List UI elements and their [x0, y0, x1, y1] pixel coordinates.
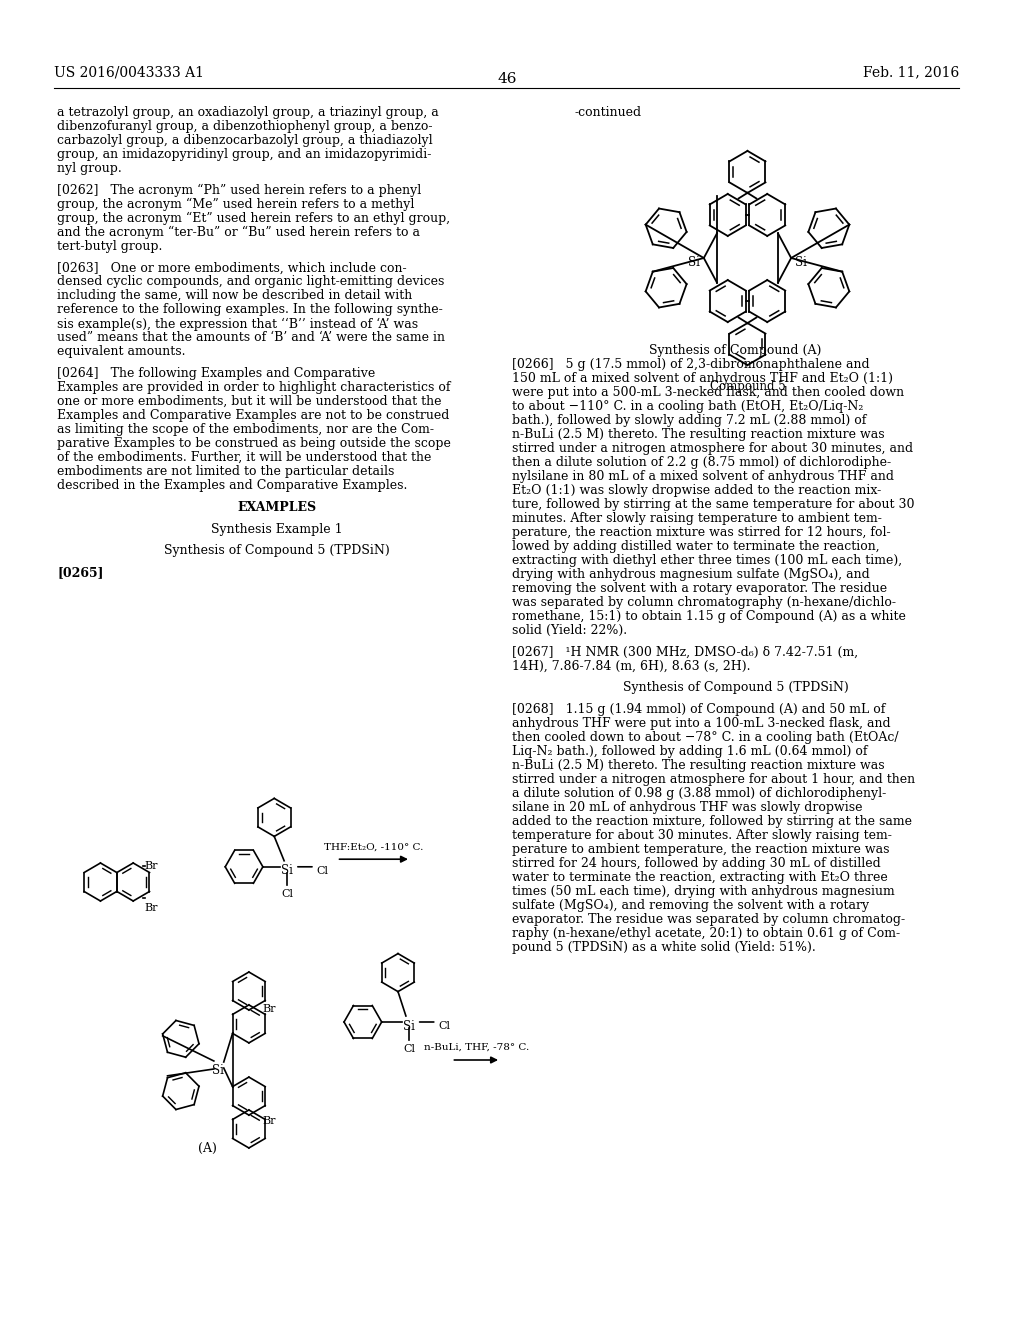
Text: solid (Yield: 22%).: solid (Yield: 22%).: [512, 624, 627, 638]
Text: n-BuLi, THF, -78° C.: n-BuLi, THF, -78° C.: [424, 1043, 528, 1052]
Text: [0266]   5 g (17.5 mmol) of 2,3-dibromonaphthalene and: [0266] 5 g (17.5 mmol) of 2,3-dibromonap…: [512, 358, 869, 371]
Text: Synthesis of Compound (A): Synthesis of Compound (A): [649, 345, 822, 356]
Text: were put into a 500-mL 3-necked flask, and then cooled down: were put into a 500-mL 3-necked flask, a…: [512, 385, 904, 399]
Text: then a dilute solution of 2.2 g (8.75 mmol) of dichlorodiphe-: then a dilute solution of 2.2 g (8.75 mm…: [512, 455, 891, 469]
Text: was separated by column chromatography (n-hexane/dichlo-: was separated by column chromatography (…: [512, 597, 896, 609]
Text: raphy (n-hexane/ethyl acetate, 20:1) to obtain 0.61 g of Com-: raphy (n-hexane/ethyl acetate, 20:1) to …: [512, 927, 900, 940]
Text: group, the acronym “Et” used herein refers to an ethyl group,: group, the acronym “Et” used herein refe…: [57, 211, 451, 224]
Text: n-BuLi (2.5 M) thereto. The resulting reaction mixture was: n-BuLi (2.5 M) thereto. The resulting re…: [512, 759, 885, 772]
Text: densed cyclic compounds, and organic light-emitting devices: densed cyclic compounds, and organic lig…: [57, 276, 444, 288]
Text: Et₂O (1:1) was slowly dropwise added to the reaction mix-: Et₂O (1:1) was slowly dropwise added to …: [512, 484, 881, 498]
Text: tert-butyl group.: tert-butyl group.: [57, 240, 163, 252]
Text: 46: 46: [497, 73, 517, 86]
Text: THF:Et₂O, -110° C.: THF:Et₂O, -110° C.: [324, 842, 424, 851]
Text: Examples are provided in order to highlight characteristics of: Examples are provided in order to highli…: [57, 381, 451, 395]
Text: drying with anhydrous magnesium sulfate (MgSO₄), and: drying with anhydrous magnesium sulfate …: [512, 568, 869, 581]
Text: (A): (A): [199, 1142, 217, 1155]
Text: 150 mL of a mixed solvent of anhydrous THF and Et₂O (1:1): 150 mL of a mixed solvent of anhydrous T…: [512, 372, 893, 385]
Text: stirred under a nitrogen atmosphere for about 1 hour, and then: stirred under a nitrogen atmosphere for …: [512, 774, 915, 787]
Text: dibenzofuranyl group, a dibenzothiophenyl group, a benzo-: dibenzofuranyl group, a dibenzothiopheny…: [57, 120, 433, 133]
Text: bath.), followed by slowly adding 7.2 mL (2.88 mmol) of: bath.), followed by slowly adding 7.2 mL…: [512, 414, 866, 426]
Text: sulfate (MgSO₄), and removing the solvent with a rotary: sulfate (MgSO₄), and removing the solven…: [512, 899, 869, 912]
Text: [0264]   The following Examples and Comparative: [0264] The following Examples and Compar…: [57, 367, 376, 380]
Text: times (50 mL each time), drying with anhydrous magnesium: times (50 mL each time), drying with anh…: [512, 886, 895, 898]
Text: temperature for about 30 minutes. After slowly raising tem-: temperature for about 30 minutes. After …: [512, 829, 892, 842]
Text: n-BuLi (2.5 M) thereto. The resulting reaction mixture was: n-BuLi (2.5 M) thereto. The resulting re…: [512, 428, 885, 441]
Text: then cooled down to about −78° C. in a cooling bath (EtOAc/: then cooled down to about −78° C. in a c…: [512, 731, 898, 744]
Text: anhydrous THF were put into a 100-mL 3-necked flask, and: anhydrous THF were put into a 100-mL 3-n…: [512, 717, 891, 730]
Text: lowed by adding distilled water to terminate the reaction,: lowed by adding distilled water to termi…: [512, 540, 880, 553]
Text: parative Examples to be construed as being outside the scope: parative Examples to be construed as bei…: [57, 437, 452, 450]
Text: as limiting the scope of the embodiments, nor are the Com-: as limiting the scope of the embodiments…: [57, 424, 434, 436]
Text: 14H), 7.86-7.84 (m, 6H), 8.63 (s, 2H).: 14H), 7.86-7.84 (m, 6H), 8.63 (s, 2H).: [512, 660, 751, 673]
Text: of the embodiments. Further, it will be understood that the: of the embodiments. Further, it will be …: [57, 451, 432, 465]
Text: silane in 20 mL of anhydrous THF was slowly dropwise: silane in 20 mL of anhydrous THF was slo…: [512, 801, 862, 814]
Text: Cl: Cl: [282, 888, 293, 899]
Text: [0263]   One or more embodiments, which include con-: [0263] One or more embodiments, which in…: [57, 261, 408, 275]
Text: group, an imidazopyridinyl group, and an imidazopyrimidi-: group, an imidazopyridinyl group, and an…: [57, 148, 432, 161]
Text: perature to ambient temperature, the reaction mixture was: perature to ambient temperature, the rea…: [512, 843, 890, 857]
Text: Examples and Comparative Examples are not to be construed: Examples and Comparative Examples are no…: [57, 409, 450, 422]
Text: a dilute solution of 0.98 g (3.88 mmol) of dichlorodiphenyl-: a dilute solution of 0.98 g (3.88 mmol) …: [512, 787, 886, 800]
Text: nyl group.: nyl group.: [57, 162, 122, 176]
Text: one or more embodiments, but it will be understood that the: one or more embodiments, but it will be …: [57, 395, 442, 408]
Text: group, the acronym “Me” used herein refers to a methyl: group, the acronym “Me” used herein refe…: [57, 198, 415, 211]
Text: Br: Br: [262, 1005, 275, 1015]
Text: stirred under a nitrogen atmosphere for about 30 minutes, and: stirred under a nitrogen atmosphere for …: [512, 442, 913, 455]
Text: Cl: Cl: [316, 866, 329, 875]
Text: added to the reaction mixture, followed by stirring at the same: added to the reaction mixture, followed …: [512, 816, 911, 828]
Text: Synthesis of Compound 5 (TPDSiN): Synthesis of Compound 5 (TPDSiN): [164, 544, 389, 557]
Text: Si: Si: [212, 1064, 224, 1077]
Text: used” means that the amounts of ‘B’ and ‘A’ were the same in: used” means that the amounts of ‘B’ and …: [57, 331, 445, 345]
Text: Si: Si: [688, 256, 699, 268]
Text: nylsilane in 80 mL of a mixed solvent of anhydrous THF and: nylsilane in 80 mL of a mixed solvent of…: [512, 470, 894, 483]
Text: Synthesis Example 1: Synthesis Example 1: [211, 523, 343, 536]
Text: stirred for 24 hours, followed by adding 30 mL of distilled: stirred for 24 hours, followed by adding…: [512, 857, 881, 870]
Text: equivalent amounts.: equivalent amounts.: [57, 346, 186, 359]
Text: perature, the reaction mixture was stirred for 12 hours, fol-: perature, the reaction mixture was stirr…: [512, 525, 891, 539]
Text: pound 5 (TPDSiN) as a white solid (Yield: 51%).: pound 5 (TPDSiN) as a white solid (Yield…: [512, 941, 815, 954]
Text: Si: Si: [795, 256, 807, 268]
Text: evaporator. The residue was separated by column chromatog-: evaporator. The residue was separated by…: [512, 913, 905, 927]
Text: Cl: Cl: [402, 1044, 415, 1053]
Text: described in the Examples and Comparative Examples.: described in the Examples and Comparativ…: [57, 479, 408, 492]
Text: Compound 5: Compound 5: [710, 380, 785, 393]
Text: removing the solvent with a rotary evaporator. The residue: removing the solvent with a rotary evapo…: [512, 582, 887, 595]
Text: Si: Si: [403, 1019, 415, 1032]
Text: carbazolyl group, a dibenzocarbazolyl group, a thiadiazolyl: carbazolyl group, a dibenzocarbazolyl gr…: [57, 135, 433, 147]
Text: and the acronym “ter-Bu” or “Bu” used herein refers to a: and the acronym “ter-Bu” or “Bu” used he…: [57, 226, 421, 239]
Text: Br: Br: [262, 1115, 275, 1126]
Text: embodiments are not limited to the particular details: embodiments are not limited to the parti…: [57, 465, 395, 478]
Text: reference to the following examples. In the following synthe-: reference to the following examples. In …: [57, 304, 443, 317]
Text: Br: Br: [144, 861, 158, 871]
Text: [0267]   ¹H NMR (300 MHz, DMSO-d₆) δ 7.42-7.51 (m,: [0267] ¹H NMR (300 MHz, DMSO-d₆) δ 7.42-…: [512, 645, 858, 659]
Text: ture, followed by stirring at the same temperature for about 30: ture, followed by stirring at the same t…: [512, 498, 914, 511]
Text: extracting with diethyl ether three times (100 mL each time),: extracting with diethyl ether three time…: [512, 554, 902, 568]
Text: Si: Si: [282, 865, 293, 878]
Text: Br: Br: [144, 903, 158, 913]
Text: Feb. 11, 2016: Feb. 11, 2016: [863, 65, 959, 79]
Text: Cl: Cl: [438, 1020, 451, 1031]
Text: Liq-N₂ bath.), followed by adding 1.6 mL (0.64 mmol) of: Liq-N₂ bath.), followed by adding 1.6 mL…: [512, 744, 867, 758]
Text: [0268]   1.15 g (1.94 mmol) of Compound (A) and 50 mL of: [0268] 1.15 g (1.94 mmol) of Compound (A…: [512, 704, 885, 717]
Text: [0265]: [0265]: [57, 566, 103, 579]
Text: EXAMPLES: EXAMPLES: [238, 500, 316, 513]
Text: US 2016/0043333 A1: US 2016/0043333 A1: [54, 65, 205, 79]
Text: a tetrazolyl group, an oxadiazolyl group, a triazinyl group, a: a tetrazolyl group, an oxadiazolyl group…: [57, 106, 439, 119]
Text: sis example(s), the expression that ‘‘B’’ instead of ‘A’ was: sis example(s), the expression that ‘‘B’…: [57, 317, 419, 330]
Text: -continued: -continued: [574, 106, 641, 119]
Text: [0262]   The acronym “Ph” used herein refers to a phenyl: [0262] The acronym “Ph” used herein refe…: [57, 183, 422, 197]
Text: to about −110° C. in a cooling bath (EtOH, Et₂O/Liq-N₂: to about −110° C. in a cooling bath (EtO…: [512, 400, 863, 413]
Text: minutes. After slowly raising temperature to ambient tem-: minutes. After slowly raising temperatur…: [512, 512, 882, 525]
Text: Synthesis of Compound 5 (TPDSiN): Synthesis of Compound 5 (TPDSiN): [623, 681, 849, 694]
Text: including the same, will now be described in detail with: including the same, will now be describe…: [57, 289, 413, 302]
Text: romethane, 15:1) to obtain 1.15 g of Compound (A) as a white: romethane, 15:1) to obtain 1.15 g of Com…: [512, 610, 905, 623]
Text: water to terminate the reaction, extracting with Et₂O three: water to terminate the reaction, extract…: [512, 871, 888, 884]
